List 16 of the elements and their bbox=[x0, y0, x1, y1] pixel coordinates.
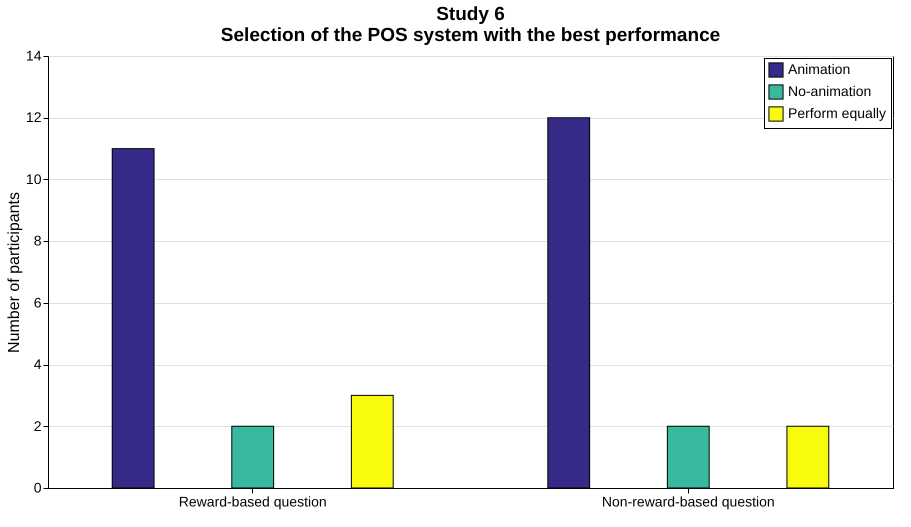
y-tick-label: 14 bbox=[26, 48, 42, 64]
y-tick-label: 2 bbox=[34, 418, 42, 434]
legend-label: No-animation bbox=[788, 83, 872, 99]
y-tick-label: 12 bbox=[26, 109, 42, 126]
y-axis-title: Number of participants bbox=[6, 192, 23, 353]
y-tick-label: 0 bbox=[34, 480, 42, 496]
chart-title: Study 6 bbox=[436, 4, 505, 25]
y-tick-label: 4 bbox=[34, 356, 42, 372]
y-tick-label: 10 bbox=[26, 170, 42, 187]
x-tick-label: Non-reward-based question bbox=[602, 494, 775, 510]
y-tick-label: 8 bbox=[34, 232, 42, 249]
y-tick-label: 6 bbox=[34, 294, 42, 310]
chart-subtitle: Selection of the POS system with the best performance bbox=[220, 25, 720, 46]
legend-label: Animation bbox=[788, 61, 850, 77]
legend-label: Perform equally bbox=[788, 105, 886, 121]
x-tick-label: Reward-based question bbox=[178, 494, 327, 510]
